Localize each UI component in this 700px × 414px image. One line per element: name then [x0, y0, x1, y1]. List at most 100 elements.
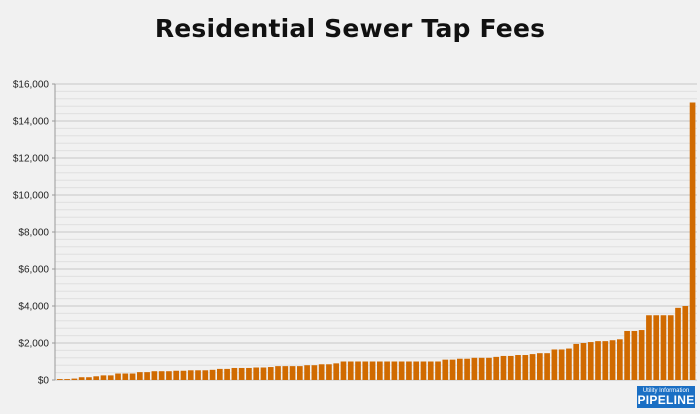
- bar: [493, 356, 500, 380]
- bar: [100, 375, 107, 380]
- bar: [260, 367, 267, 380]
- y-tick-label: $8,000: [18, 228, 49, 239]
- bar: [638, 330, 645, 380]
- bar: [558, 349, 565, 380]
- bar: [333, 363, 340, 380]
- bar: [224, 368, 230, 380]
- bar: [646, 315, 652, 380]
- bar: [391, 361, 398, 380]
- bar: [398, 361, 405, 380]
- y-tick-label: $12,000: [13, 154, 50, 165]
- logo-line1: Utility Information: [642, 388, 690, 394]
- bar: [675, 307, 681, 380]
- bar: [231, 367, 238, 380]
- bar: [122, 373, 129, 380]
- bar: [202, 370, 209, 380]
- bar: [362, 361, 369, 380]
- bar: [595, 341, 601, 380]
- bar: [64, 379, 70, 380]
- bar: [515, 355, 521, 380]
- bar: [137, 372, 143, 380]
- bar: [173, 370, 180, 380]
- bar: [311, 365, 318, 380]
- bar: [486, 357, 492, 380]
- bar: [442, 359, 449, 380]
- bar: [180, 370, 187, 380]
- bar: [158, 371, 165, 380]
- bar: [478, 357, 485, 380]
- y-tick-label: $16,000: [13, 80, 50, 91]
- bar: [449, 359, 456, 380]
- bar: [217, 368, 223, 380]
- bar: [282, 366, 289, 380]
- bar: [369, 361, 376, 380]
- bar: [617, 339, 623, 380]
- bar: [573, 343, 580, 380]
- bar: [355, 361, 361, 380]
- bar: [653, 315, 660, 380]
- bar: [318, 364, 325, 380]
- bar: [689, 102, 696, 380]
- bar: [57, 379, 63, 380]
- bar: [631, 330, 638, 380]
- bar: [537, 353, 543, 380]
- bar: [624, 330, 630, 380]
- bar: [297, 366, 303, 380]
- bar: [275, 366, 281, 380]
- bar: [507, 355, 514, 380]
- bar: [384, 361, 390, 380]
- bar: [529, 354, 536, 380]
- bar: [566, 348, 572, 380]
- y-tick-label: $4,000: [18, 302, 49, 313]
- pipeline-logo: Utility Information PIPELINE: [637, 386, 695, 408]
- bar: [522, 355, 529, 380]
- bar: [151, 371, 158, 380]
- bar: [427, 361, 434, 380]
- bar: [457, 358, 463, 380]
- y-tick-label: $10,000: [13, 191, 50, 202]
- bar: [115, 373, 121, 380]
- bar: [246, 367, 252, 380]
- bar: [544, 353, 550, 380]
- bar: [107, 375, 114, 380]
- bar: [602, 341, 609, 380]
- bar: [71, 378, 78, 380]
- bar: [93, 376, 100, 380]
- bar: [340, 361, 347, 380]
- bar: [435, 361, 441, 380]
- bar: [580, 343, 587, 380]
- bar: [86, 377, 92, 380]
- bar: [326, 364, 332, 380]
- bar: [609, 340, 616, 380]
- bar: [129, 373, 136, 380]
- bar: [267, 367, 274, 380]
- bar: [253, 367, 260, 380]
- bar: [377, 361, 383, 380]
- bar: [682, 306, 689, 380]
- bar: [587, 342, 594, 380]
- bar: [304, 365, 310, 380]
- chart-title: Residential Sewer Tap Fees: [154, 14, 546, 43]
- bar: [187, 370, 194, 380]
- bar: [413, 361, 420, 380]
- bar: [420, 361, 427, 380]
- bar: [406, 361, 412, 380]
- bar: [471, 357, 478, 380]
- bar: [195, 370, 201, 380]
- bar: [667, 315, 674, 380]
- bar: [660, 315, 667, 380]
- bar: [464, 358, 470, 380]
- bar: [551, 349, 558, 380]
- bar: [78, 377, 85, 380]
- bar: [347, 361, 354, 380]
- bar: [500, 355, 507, 380]
- y-tick-label: $14,000: [13, 117, 50, 128]
- logo-line2: PIPELINE: [637, 393, 695, 407]
- bar: [238, 367, 245, 380]
- bar: [166, 371, 172, 380]
- y-tick-label: $6,000: [18, 265, 49, 276]
- bar: [209, 369, 216, 380]
- y-tick-label: $0: [38, 376, 50, 387]
- y-tick-label: $2,000: [18, 339, 49, 350]
- bar: [289, 366, 296, 380]
